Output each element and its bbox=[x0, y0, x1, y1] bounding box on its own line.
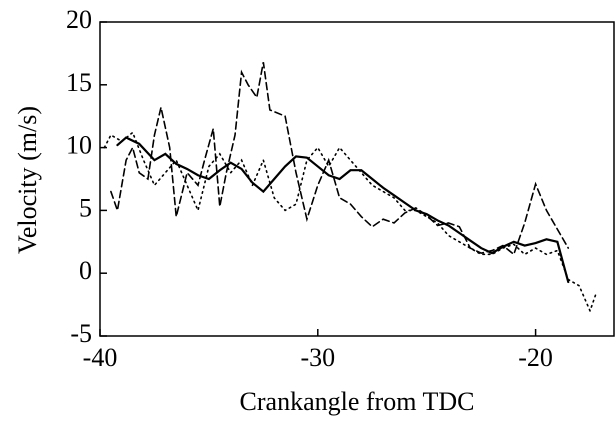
y-tick-label: 20 bbox=[66, 5, 92, 34]
plot-frame bbox=[99, 21, 615, 337]
series-line bbox=[110, 62, 570, 256]
y-tick-label: 5 bbox=[79, 193, 92, 222]
y-tick-label: -5 bbox=[70, 319, 92, 348]
y-tick-label: 15 bbox=[66, 68, 92, 97]
x-axis-label: Crankangle from TDC bbox=[240, 387, 475, 416]
y-axis-label: Velocity (m/s) bbox=[13, 106, 42, 254]
series-line bbox=[116, 136, 570, 284]
x-tick-label: -40 bbox=[83, 343, 118, 372]
x-tick-label: -20 bbox=[518, 343, 553, 372]
y-tick-label: 0 bbox=[79, 256, 92, 285]
series-line bbox=[103, 131, 598, 314]
y-tick-label: 10 bbox=[66, 131, 92, 160]
x-tick-label: -30 bbox=[300, 343, 335, 372]
